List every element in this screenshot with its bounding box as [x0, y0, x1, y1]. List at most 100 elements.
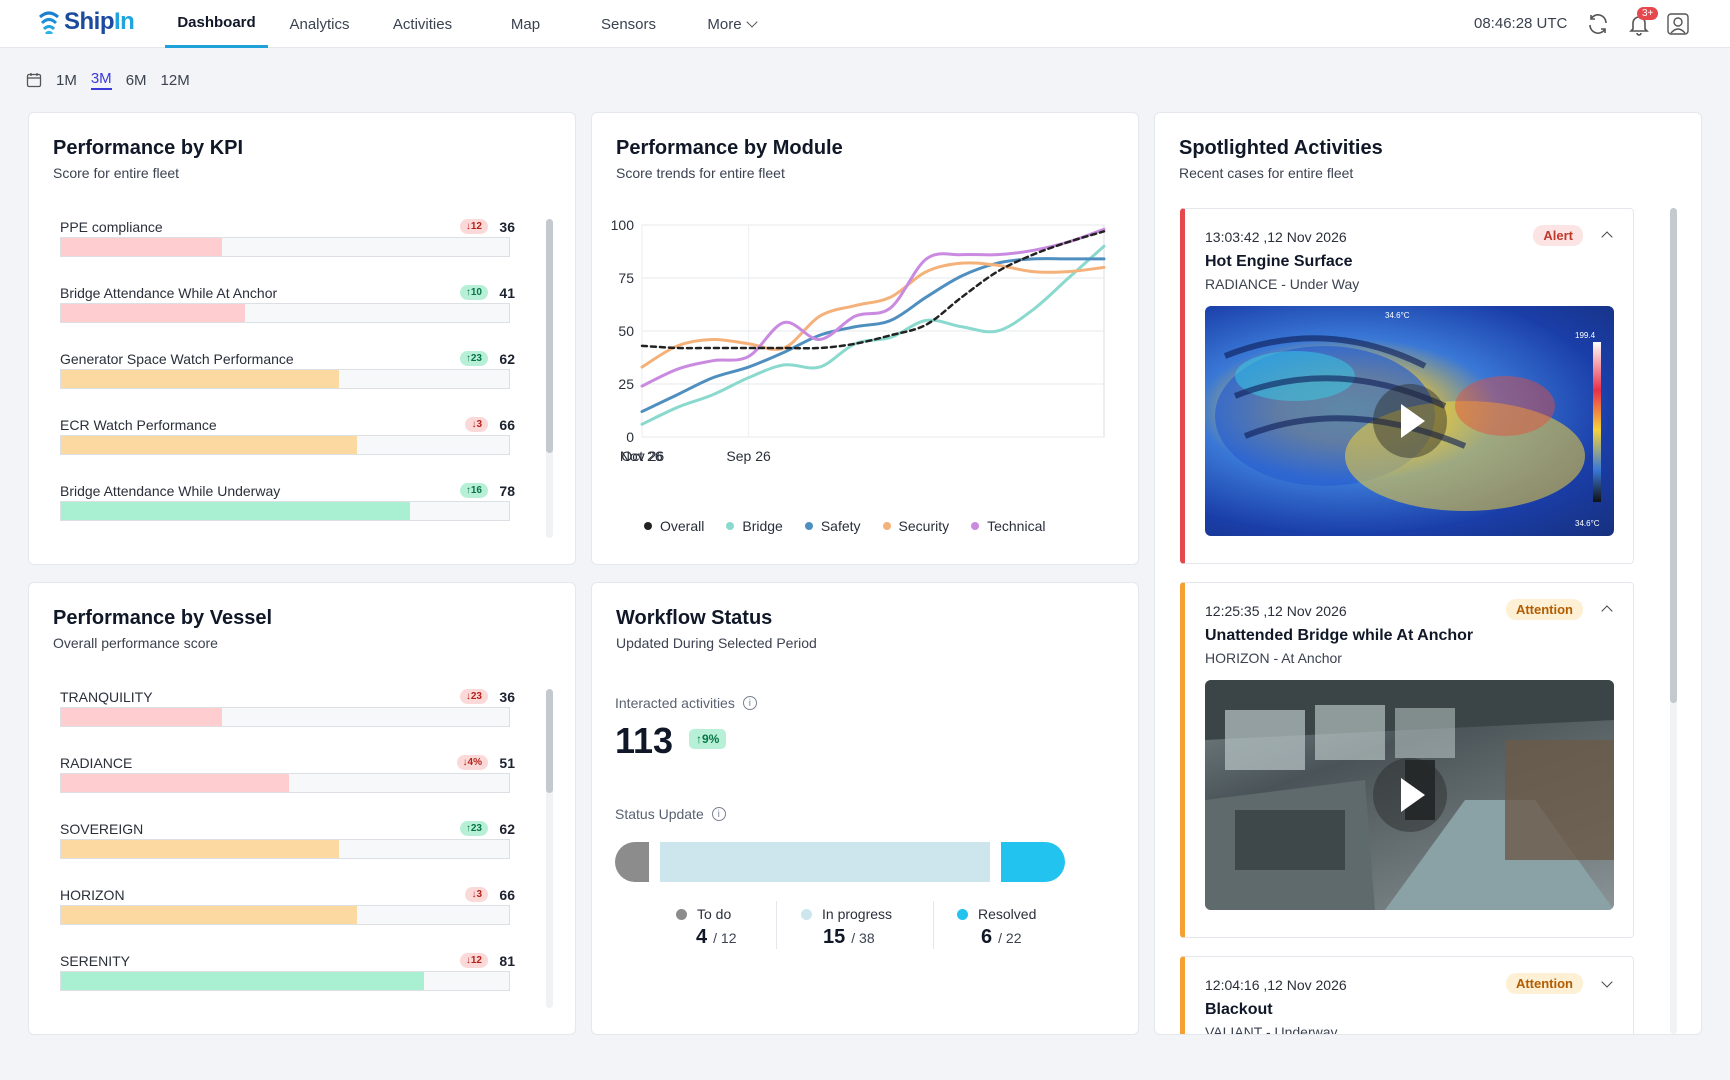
status-segment-in-progress[interactable]: [660, 842, 990, 882]
arrow-up-icon: ↑: [465, 485, 471, 496]
activity-item[interactable]: 12:04:16 ,12 Nov 2026 Attention Blackout…: [1180, 956, 1634, 1034]
vessel-value: 36: [499, 689, 515, 705]
nav-analytics[interactable]: Analytics: [268, 0, 371, 48]
vessel-value: 66: [499, 887, 515, 903]
brand-logo[interactable]: ShipIn: [38, 8, 135, 36]
kpi-label: PPE compliance: [60, 219, 163, 235]
calendar-icon[interactable]: [26, 72, 42, 88]
todo-dot: [676, 908, 687, 920]
arrow-up-icon: ↑: [465, 353, 471, 364]
vessel-bar-fill: [61, 840, 339, 858]
legend-label: Technical: [987, 518, 1046, 534]
workflow-card-subtitle: Updated During Selected Period: [616, 635, 817, 651]
y-tick-label: 75: [618, 270, 634, 286]
y-tick-label: 50: [618, 323, 634, 339]
legend-item-technical[interactable]: Technical: [971, 518, 1045, 534]
kpi-scrollbar[interactable]: [546, 219, 553, 538]
spotlight-scrollbar-thumb[interactable]: [1670, 208, 1677, 703]
todo-value: 4: [696, 926, 708, 948]
activity-time: 13:03:42 ,12 Nov 2026: [1205, 229, 1347, 245]
range-3m[interactable]: 3M: [90, 70, 112, 90]
vessel-row[interactable]: SOVEREIGN ↑23 62: [60, 821, 515, 887]
status-segment-resolved[interactable]: [1001, 842, 1065, 882]
todo-total: / 12: [713, 930, 737, 946]
thermal-video-thumbnail[interactable]: 199.4 34.6°C 34.6°C: [1205, 306, 1614, 536]
chevron-up-icon[interactable]: [1601, 231, 1613, 243]
vessel-bar: [60, 905, 510, 925]
status-update-text: Status Update: [615, 806, 704, 822]
kpi-row[interactable]: Bridge Attendance While At Anchor ↑10 41: [60, 285, 515, 351]
vessel-bar: [60, 773, 510, 793]
arrow-down-icon: ↓: [465, 955, 471, 966]
nav-more[interactable]: More: [680, 0, 783, 48]
vessel-delta-value: 3: [476, 889, 482, 900]
nav-map[interactable]: Map: [474, 0, 577, 48]
thermal-image: 199.4 34.6°C 34.6°C: [1215, 311, 1601, 528]
kpi-bar: [60, 303, 510, 323]
vessel-scrollbar[interactable]: [546, 689, 553, 1008]
vessel-scrollbar-thumb[interactable]: [546, 689, 553, 793]
kpi-value: 66: [499, 417, 515, 433]
kpi-value: 62: [499, 351, 515, 367]
vessel-row[interactable]: TRANQUILITY ↓23 36: [60, 689, 515, 755]
kpi-value: 41: [499, 285, 515, 301]
kpi-delta-value: 23: [470, 353, 482, 364]
utc-clock: 08:46:28 UTC: [1474, 15, 1568, 32]
chevron-down-icon[interactable]: [1601, 976, 1613, 988]
vessel-delta-badge: ↓4%: [456, 755, 488, 770]
bridge-video-thumbnail[interactable]: [1205, 680, 1614, 910]
kpi-row[interactable]: Generator Space Watch Performance ↑23 62: [60, 351, 515, 417]
spotlight-scrollbar[interactable]: [1670, 208, 1677, 1034]
chevron-up-icon[interactable]: [1601, 605, 1613, 617]
legend-item-security[interactable]: Security: [882, 518, 949, 534]
nav-map-label: Map: [510, 15, 541, 33]
vessel-bar-fill: [61, 972, 424, 990]
legend-item-overall[interactable]: Overall: [644, 518, 704, 534]
vessel-row[interactable]: HORIZON ↓3 66: [60, 887, 515, 953]
legend-dot: [804, 522, 813, 530]
series-line-security: [640, 261, 1106, 369]
refresh-icon[interactable]: [1586, 12, 1610, 36]
main-nav: Dashboard Analytics Activities Map Senso…: [165, 0, 783, 48]
status-segment-todo[interactable]: [615, 842, 649, 882]
kpi-bar-fill: [61, 238, 223, 256]
activity-location: RADIANCE - Under Way: [1205, 276, 1360, 292]
spotlighted-activities-card: Spotlighted Activities Recent cases for …: [1154, 112, 1702, 1035]
activity-attention-badge: Attention: [1505, 973, 1583, 994]
user-icon[interactable]: [1666, 12, 1690, 36]
legend-item-safety[interactable]: Safety: [804, 518, 861, 534]
activity-item[interactable]: 13:03:42 ,12 Nov 2026 Alert Hot Engine S…: [1180, 208, 1634, 564]
x-tick-label: Nov 26: [620, 448, 665, 464]
legend-item-bridge[interactable]: Bridge: [726, 518, 783, 534]
nav-activities[interactable]: Activities: [371, 0, 474, 48]
resolved-total: / 22: [998, 930, 1022, 946]
vessel-card-subtitle: Overall performance score: [53, 635, 218, 651]
kpi-row[interactable]: PPE compliance ↓12 36: [60, 219, 515, 285]
kpi-row[interactable]: ECR Watch Performance ↓3 66: [60, 417, 515, 483]
play-icon[interactable]: [1373, 758, 1447, 832]
y-tick-label: 100: [611, 217, 635, 233]
kpi-delta-badge: ↑23: [459, 351, 488, 366]
range-1m[interactable]: 1M: [56, 71, 77, 89]
brand-name-ship: Ship: [64, 8, 115, 35]
nav-sensors[interactable]: Sensors: [577, 0, 680, 48]
activity-item[interactable]: 12:25:35 ,12 Nov 2026 Attention Unattend…: [1180, 582, 1634, 938]
vessel-delta-value: 23: [470, 823, 482, 834]
range-12m[interactable]: 12M: [160, 71, 190, 89]
kpi-scrollbar-thumb[interactable]: [546, 219, 553, 453]
info-icon[interactable]: i: [742, 696, 757, 710]
kpi-row[interactable]: Bridge Attendance While Underway ↑16 78: [60, 483, 515, 538]
nav-dashboard[interactable]: Dashboard: [165, 0, 268, 48]
vessel-row[interactable]: RADIANCE ↓4% 51: [60, 755, 515, 821]
play-icon[interactable]: [1373, 384, 1447, 458]
vessel-delta-value: 12: [470, 955, 482, 966]
module-card-title: Performance by Module: [616, 137, 843, 159]
vessel-list: TRANQUILITY ↓23 36 RADIANCE ↓4% 51 SOVER…: [60, 689, 515, 1008]
info-icon[interactable]: i: [711, 807, 726, 821]
nav-analytics-label: Analytics: [289, 15, 350, 33]
workflow-card-title: Workflow Status: [616, 607, 773, 629]
vessel-row[interactable]: SERENITY ↓12 81: [60, 953, 515, 1008]
thermal-scale-low: 34.6°C: [1575, 519, 1600, 528]
range-6m[interactable]: 6M: [125, 71, 147, 89]
